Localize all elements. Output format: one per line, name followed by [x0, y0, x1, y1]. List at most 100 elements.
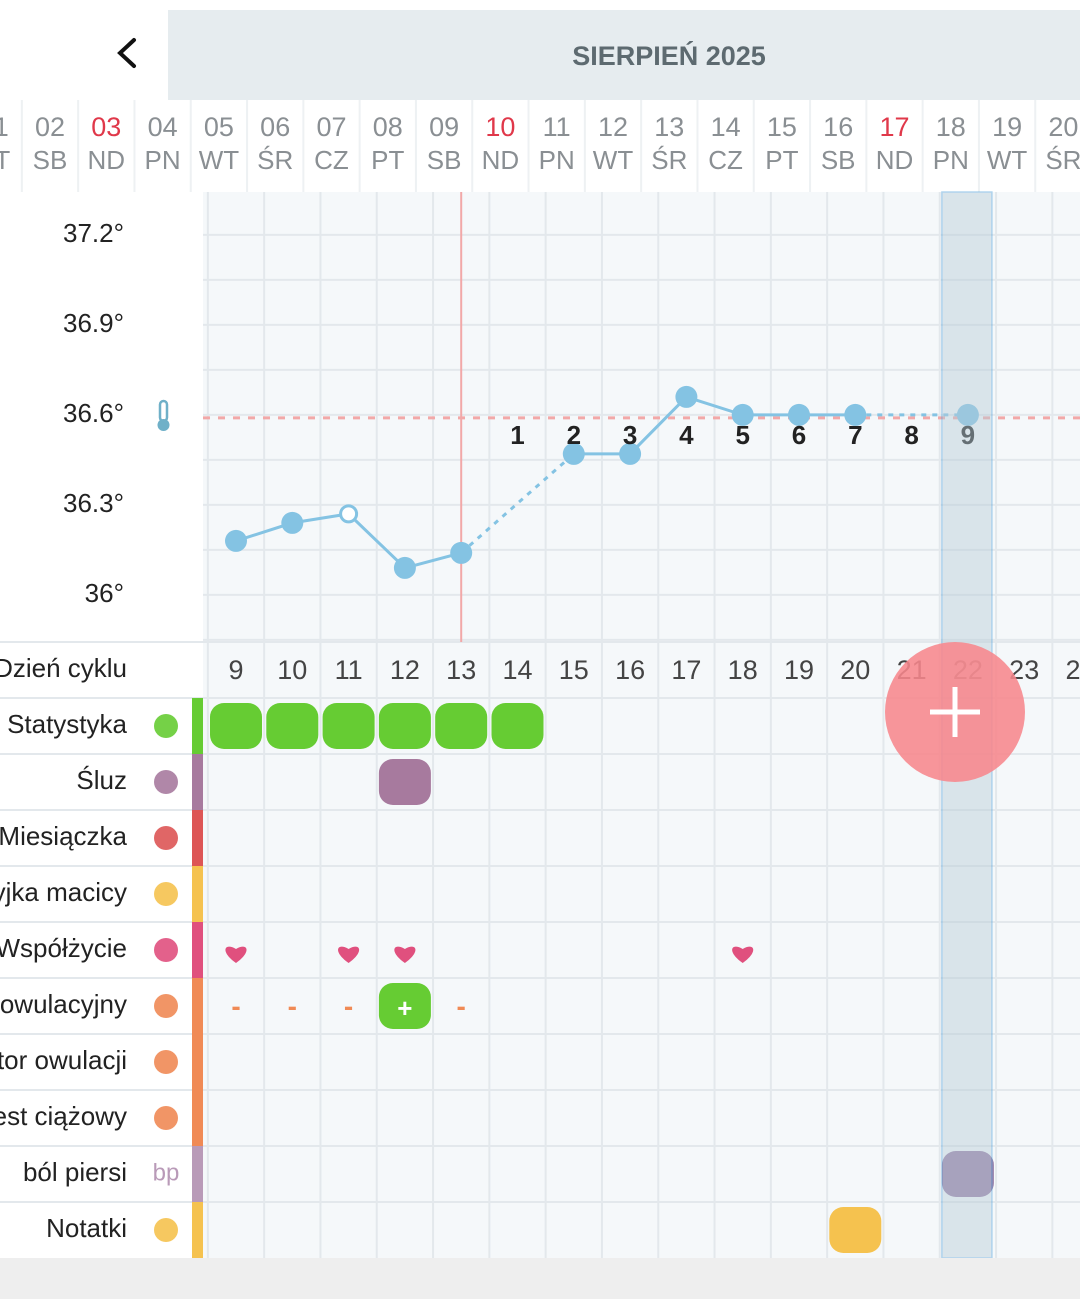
- date-day: 09: [429, 112, 459, 142]
- count-label: 1: [510, 420, 524, 450]
- row-blob: [266, 703, 319, 749]
- temperature-point: [450, 541, 473, 564]
- row-icon: [154, 1218, 178, 1242]
- count-label: 7: [848, 420, 862, 450]
- temperature-point: [225, 529, 247, 552]
- date-weekday: SB: [821, 145, 856, 175]
- temperature-point: [562, 442, 585, 465]
- date-weekday: WT: [593, 145, 634, 175]
- cycle-day: 9: [228, 655, 243, 685]
- cycle-day: 19: [784, 655, 814, 685]
- row-color-bar: [192, 922, 203, 978]
- cycle-day: 16: [615, 655, 645, 685]
- temperature-point: [844, 403, 867, 426]
- count-label: 8: [904, 420, 918, 450]
- cycle-day: 18: [728, 655, 758, 685]
- row-color-bar: [192, 698, 203, 754]
- heart-mark: [732, 946, 754, 963]
- cycle-day: 11: [335, 655, 363, 685]
- date-day: 03: [91, 112, 121, 142]
- bottom-bar: [0, 1258, 1080, 1299]
- date-day: 01: [0, 112, 9, 142]
- date-day: 15: [767, 112, 797, 142]
- count-label: 3: [623, 420, 637, 450]
- heart-mark: [338, 946, 360, 963]
- y-tick-label: 37.2°: [63, 218, 124, 248]
- row-blob: [435, 703, 488, 749]
- row-mark-text: +: [397, 993, 412, 1023]
- row-label: Statystyka: [7, 709, 127, 739]
- date-day: 02: [35, 112, 65, 142]
- count-label: 9: [961, 420, 975, 450]
- row-color-bar: [192, 1090, 203, 1146]
- row-icon: [154, 1050, 178, 1074]
- date-weekday: CZ: [708, 145, 743, 175]
- back-button[interactable]: [117, 38, 136, 68]
- date-weekday: SB: [427, 145, 462, 175]
- date-weekday: CZ: [314, 145, 349, 175]
- temperature-point: [619, 442, 642, 465]
- date-weekday: ŚR: [651, 145, 687, 175]
- date-day: 06: [260, 112, 290, 142]
- cycle-day: 17: [671, 655, 701, 685]
- temperature-point: [956, 403, 979, 426]
- heart-mark: [225, 946, 247, 963]
- date-weekday: ND: [482, 145, 520, 175]
- date-day: 12: [598, 112, 628, 142]
- row-icon: [154, 938, 178, 962]
- row-label: Dzień cyklu: [0, 653, 127, 683]
- row-icon: [154, 826, 178, 850]
- temperature-point: [788, 403, 810, 426]
- y-tick-label: 36.9°: [63, 308, 124, 338]
- count-label: 5: [735, 420, 749, 450]
- row-mark-text: -: [231, 990, 240, 1021]
- date-day: 10: [485, 112, 515, 142]
- content: 01PT02SB03ND04PN05WT06ŚR07CZ08PT09SB10ND…: [0, 112, 1080, 1259]
- row-mark-text: -: [344, 990, 353, 1021]
- cycle-day: 14: [502, 655, 532, 685]
- date-weekday: ŚR: [257, 145, 293, 175]
- row-icon: [154, 714, 178, 738]
- date-weekday: PN: [933, 145, 969, 175]
- row-icon-text: bp: [153, 1159, 180, 1186]
- date-day: 05: [204, 112, 234, 142]
- temperature-point: [675, 385, 698, 408]
- row-color-bar: [192, 1034, 203, 1090]
- row-mark-text: -: [288, 990, 297, 1021]
- row-icon: [154, 882, 178, 906]
- date-weekday: PT: [0, 145, 10, 175]
- month-bar: [168, 10, 1080, 100]
- date-weekday: SB: [33, 145, 68, 175]
- temperature-point: [339, 504, 359, 524]
- row-label: Test ciążowy: [0, 1101, 127, 1131]
- date-weekday: PN: [539, 145, 575, 175]
- date-day: 18: [936, 112, 966, 142]
- date-day: 19: [992, 112, 1022, 142]
- row-color-bar: [192, 754, 203, 810]
- date-weekday: PT: [765, 145, 798, 175]
- row-blob: [322, 703, 375, 749]
- temperature-point: [393, 556, 416, 579]
- row-label: Monitor owulacji: [0, 1045, 127, 1075]
- count-label: 6: [792, 420, 806, 450]
- row-label: Współżycie: [0, 933, 127, 963]
- date-day: 13: [654, 112, 684, 142]
- row-color-bar: [192, 1146, 203, 1202]
- cycle-day: 12: [390, 655, 420, 685]
- cycle-day: 15: [559, 655, 589, 685]
- date-weekday: PT: [371, 145, 404, 175]
- row-label: Śluz: [76, 765, 127, 795]
- date-day: 07: [316, 112, 346, 142]
- date-weekday: ŚR: [1045, 145, 1080, 175]
- temperature-point: [731, 403, 754, 426]
- date-weekday: WT: [199, 145, 240, 175]
- date-day: 08: [373, 112, 403, 142]
- y-tick-label: 36°: [85, 578, 124, 608]
- date-day: 14: [711, 112, 741, 142]
- row-icon: [154, 994, 178, 1018]
- row-blob: [941, 1151, 994, 1197]
- row-icon: [154, 1106, 178, 1130]
- temperature-point: [281, 511, 304, 534]
- thermometer-bulb: [157, 419, 170, 431]
- y-tick-label: 36.3°: [63, 488, 124, 518]
